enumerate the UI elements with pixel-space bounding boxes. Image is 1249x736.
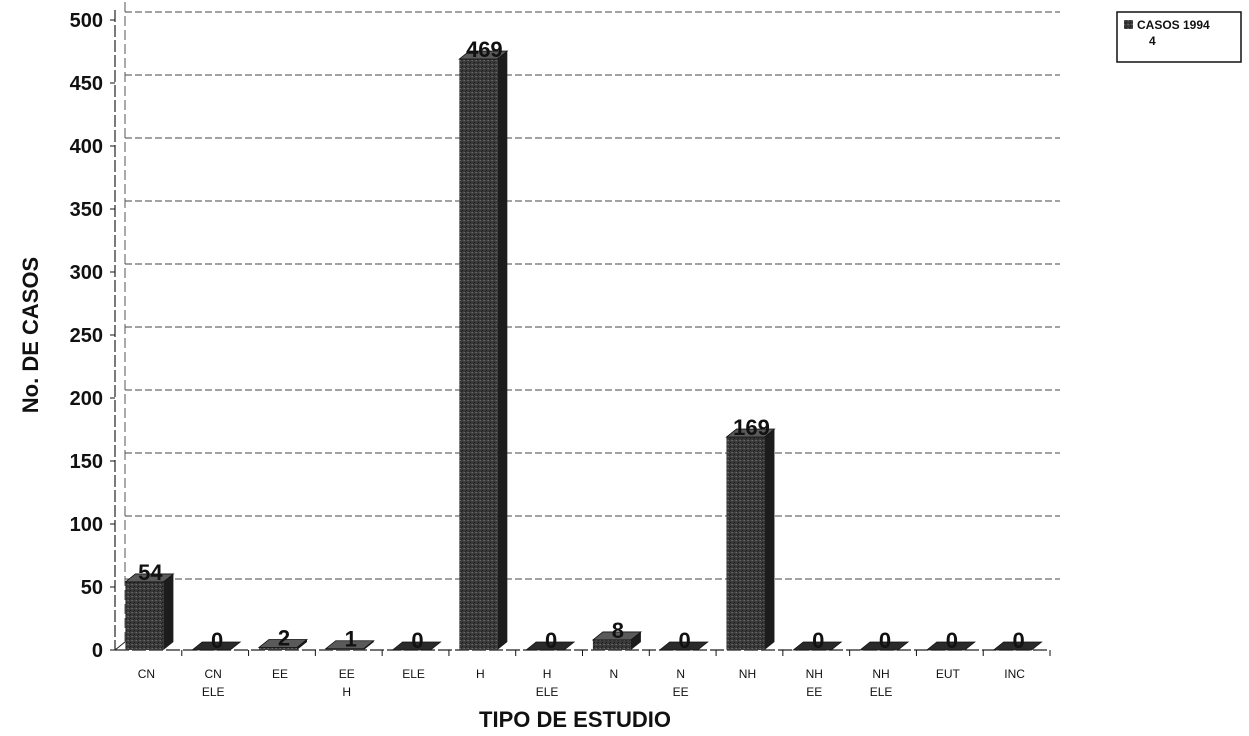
bar-top — [324, 640, 375, 650]
x-tick-label: EE — [272, 667, 288, 681]
data-labels: 54 0 2 1 0 469 0 8 0 169 0 0 0 0 — [138, 37, 1025, 653]
data-label: 0 — [211, 628, 223, 653]
y-tick-label: 250 — [70, 325, 103, 347]
x-tick-label: NH — [872, 667, 889, 681]
x-tick-label: EUT — [936, 667, 961, 681]
bar-top — [925, 641, 976, 651]
x-tick-label: H — [543, 667, 552, 681]
bars — [124, 50, 1043, 651]
bar — [257, 639, 309, 650]
x-tick-label: ELE — [536, 685, 559, 699]
x-tick-labels: CN CN ELE EE EE H ELE H H ELE N N EE NH NH EE NH ELE EUT IN… — [138, 667, 1026, 699]
y-tick-label: 0 — [92, 640, 103, 662]
bar-top — [391, 641, 442, 651]
legend-box — [1116, 11, 1242, 63]
data-label: 169 — [733, 415, 770, 440]
data-label: 0 — [879, 628, 891, 653]
bar-front — [592, 639, 631, 650]
bar-side — [630, 631, 641, 650]
bar-top — [191, 641, 242, 651]
x-tick-label: N — [676, 667, 685, 681]
bar — [324, 640, 375, 650]
x-tick-label: H — [476, 667, 485, 681]
data-label: 1 — [345, 627, 357, 652]
y-tick-label: 350 — [70, 199, 103, 221]
bar — [591, 631, 643, 650]
data-label: 0 — [812, 628, 824, 653]
x-tick-label: CN — [205, 667, 222, 681]
x-tick-label: H — [342, 685, 351, 699]
y-tick-label: 400 — [70, 136, 103, 158]
data-label: 54 — [138, 560, 163, 585]
bar-side — [497, 51, 508, 651]
floor-edge — [114, 641, 126, 651]
bar-top — [591, 631, 643, 641]
y-tick-labels: 0 50 100 150 200 250 300 350 400 450 500 — [70, 10, 103, 662]
data-label: 8 — [612, 618, 624, 643]
bar-side — [163, 573, 174, 650]
x-tick-label: CN — [138, 667, 155, 681]
bar-front — [726, 437, 765, 650]
y-tick-label: 300 — [70, 262, 103, 284]
data-label: 0 — [1012, 628, 1024, 653]
bar — [725, 428, 776, 650]
y-tick-label: 500 — [70, 10, 103, 32]
x-tick-label: ELE — [402, 667, 425, 681]
legend-label-continued: 4 — [1149, 34, 1156, 48]
bar — [658, 641, 709, 651]
legend: CASOS 1994 4 — [1116, 11, 1242, 63]
x-tick-label: EE — [339, 667, 355, 681]
bar-side — [764, 429, 775, 650]
bar-front — [459, 59, 498, 651]
bar-side — [296, 639, 307, 650]
bar-top — [725, 428, 776, 438]
bar — [458, 50, 509, 651]
bar-top — [257, 639, 309, 648]
bar-top — [858, 641, 910, 651]
x-tick-label: EE — [673, 685, 689, 699]
bar-top — [992, 641, 1043, 651]
y-tick-label: 50 — [81, 577, 103, 599]
bar-top — [524, 641, 576, 651]
bar-front — [325, 648, 364, 650]
y-tick-label: 100 — [70, 514, 103, 536]
x-tick-label: ELE — [870, 685, 893, 699]
bar — [524, 641, 576, 651]
gridlines — [125, 11, 1060, 580]
bar — [391, 641, 442, 651]
axes — [110, 2, 1051, 656]
legend-label: CASOS 1994 — [1137, 18, 1210, 32]
y-tick-label: 200 — [70, 388, 103, 410]
data-label: 0 — [946, 628, 958, 653]
data-label: 0 — [679, 628, 691, 653]
bar — [124, 573, 175, 650]
data-label: 0 — [545, 628, 557, 653]
x-tick-label: NH — [739, 667, 756, 681]
bar-top — [658, 641, 709, 651]
x-tick-label: N — [610, 667, 619, 681]
bar-top — [458, 50, 509, 60]
x-tick-label: ELE — [202, 685, 225, 699]
bar-top — [792, 641, 843, 651]
bar — [858, 641, 910, 651]
bar-front — [125, 581, 164, 650]
legend-swatch — [1124, 20, 1133, 29]
x-tick-label: INC — [1004, 667, 1025, 681]
y-tick-label: 450 — [70, 73, 103, 95]
data-label: 2 — [278, 625, 290, 650]
x-tick-label: EE — [806, 685, 822, 699]
bar — [925, 641, 976, 651]
bar — [191, 641, 242, 651]
data-label: 0 — [411, 628, 423, 653]
x-axis-title: TIPO DE ESTUDIO — [479, 707, 671, 732]
bar — [992, 641, 1043, 651]
y-axis-title: No. DE CASOS — [18, 257, 43, 413]
bar — [792, 641, 843, 651]
x-tick-label: NH — [806, 667, 823, 681]
y-tick-label: 150 — [70, 451, 103, 473]
bar-top — [124, 573, 175, 583]
data-label: 469 — [466, 37, 503, 62]
bar-front — [258, 647, 297, 650]
